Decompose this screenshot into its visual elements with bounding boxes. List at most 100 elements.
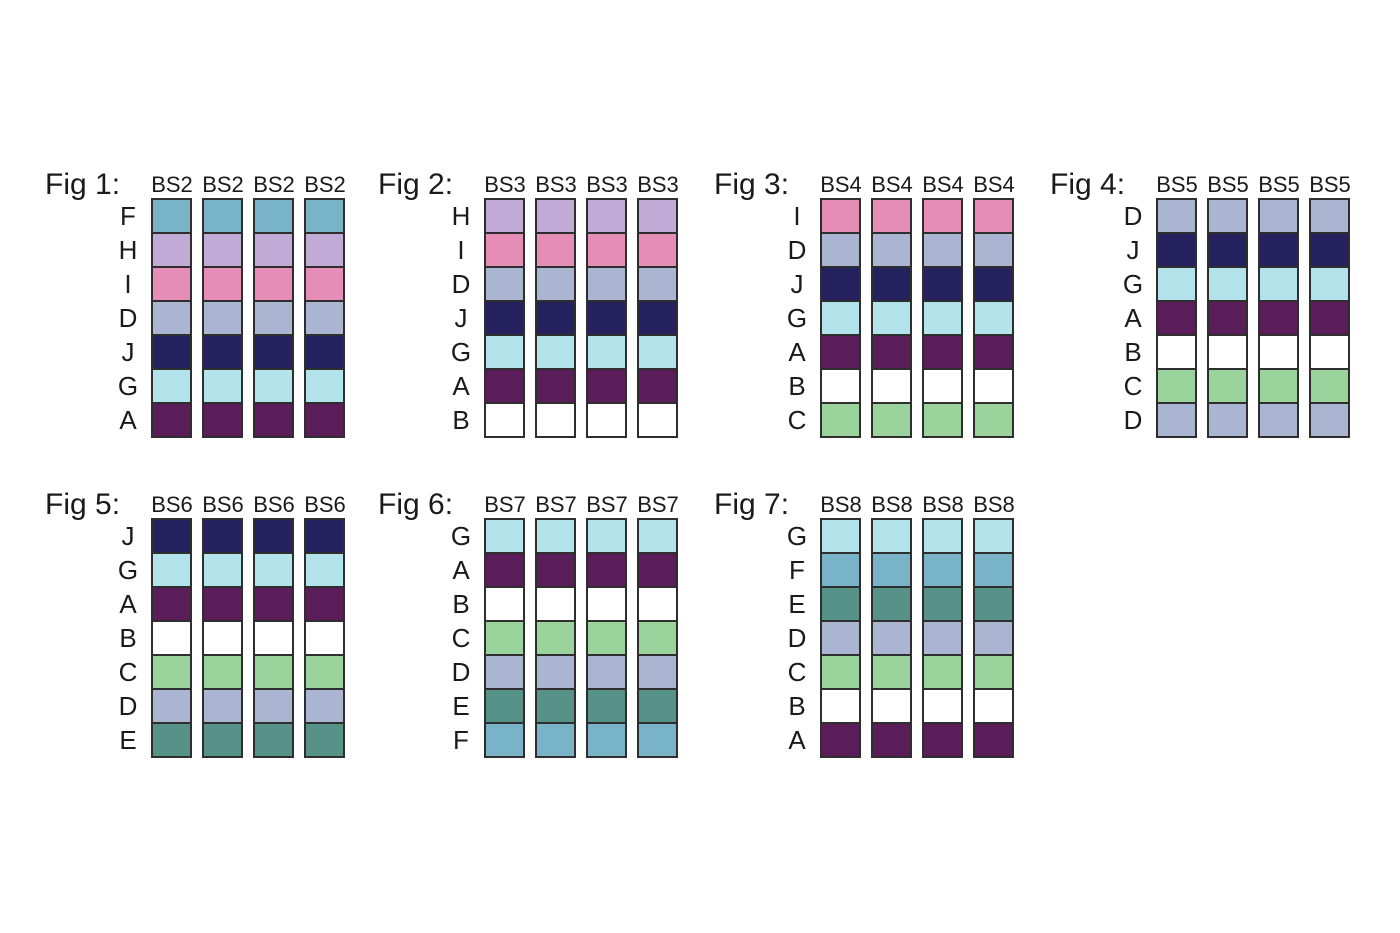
color-cell-c <box>1207 368 1248 404</box>
row-label: E <box>119 725 137 755</box>
color-cell-a <box>202 402 243 438</box>
row-label: C <box>787 657 807 687</box>
color-cell-a <box>973 334 1014 370</box>
color-cell-j <box>253 518 294 554</box>
color-cell-b <box>1207 334 1248 370</box>
color-cell-d <box>586 654 627 690</box>
figure-title: Fig 5: <box>45 488 121 521</box>
color-cell-h <box>535 198 576 234</box>
color-cell-a <box>484 368 525 404</box>
color-cell-g <box>973 300 1014 336</box>
color-cell-c <box>922 402 963 438</box>
color-cell-a <box>820 334 861 370</box>
color-cell-b <box>535 586 576 622</box>
color-cell-c <box>202 654 243 690</box>
color-cell-e <box>637 688 678 724</box>
color-cell-a <box>871 334 912 370</box>
color-cell-c <box>484 620 525 656</box>
column-header: BS7 <box>586 492 628 517</box>
color-cell-d <box>202 688 243 724</box>
color-cell-a <box>871 722 912 758</box>
color-cell-d <box>1156 402 1197 438</box>
row-label: J <box>1126 235 1140 265</box>
color-cell-g <box>1156 266 1197 302</box>
row-label: G <box>786 303 808 333</box>
row-label: C <box>451 623 471 653</box>
color-cell-i <box>484 232 525 268</box>
color-cell-a <box>973 722 1014 758</box>
color-cell-f <box>922 552 963 588</box>
color-cell-a <box>304 402 345 438</box>
row-label: G <box>786 521 808 551</box>
color-cell-b <box>484 402 525 438</box>
color-cell-i <box>304 266 345 302</box>
color-cell-b <box>973 368 1014 404</box>
color-cell-j <box>535 300 576 336</box>
color-cell-g <box>871 518 912 554</box>
color-cell-i <box>586 232 627 268</box>
color-cell-g <box>637 518 678 554</box>
row-label: F <box>453 725 469 755</box>
color-cell-f <box>637 722 678 758</box>
color-cell-b <box>304 620 345 656</box>
column-header: BS4 <box>871 172 913 197</box>
color-cell-j <box>586 300 627 336</box>
color-cell-c <box>820 402 861 438</box>
column-header: BS5 <box>1156 172 1198 197</box>
color-cell-d <box>871 232 912 268</box>
color-cell-i <box>253 266 294 302</box>
row-label: A <box>1124 303 1142 333</box>
row-label: D <box>451 657 471 687</box>
color-cell-b <box>637 402 678 438</box>
color-cell-d <box>1156 198 1197 234</box>
row-label: D <box>1123 405 1143 435</box>
column-header: BS6 <box>304 492 346 517</box>
color-cell-c <box>973 402 1014 438</box>
color-cell-b <box>202 620 243 656</box>
color-cell-a <box>151 586 192 622</box>
color-cell-b <box>871 688 912 724</box>
color-cell-a <box>535 368 576 404</box>
color-cell-j <box>820 266 861 302</box>
row-label: G <box>450 337 472 367</box>
color-cell-c <box>304 654 345 690</box>
color-cell-d <box>1207 402 1248 438</box>
color-cell-i <box>151 266 192 302</box>
row-label: G <box>450 521 472 551</box>
color-cell-a <box>304 586 345 622</box>
color-cell-h <box>637 198 678 234</box>
color-cell-d <box>253 688 294 724</box>
column-header: BS6 <box>253 492 295 517</box>
color-cell-j <box>484 300 525 336</box>
color-cell-d <box>973 620 1014 656</box>
column-header: BS4 <box>973 172 1015 197</box>
color-cell-a <box>586 368 627 404</box>
color-cell-a <box>637 552 678 588</box>
color-cell-g <box>922 518 963 554</box>
row-label: E <box>788 589 806 619</box>
color-cell-g <box>973 518 1014 554</box>
color-cell-d <box>202 300 243 336</box>
figure-title: Fig 6: <box>378 488 454 521</box>
row-label: I <box>793 201 801 231</box>
color-cell-d <box>820 232 861 268</box>
color-cell-d <box>151 300 192 336</box>
row-label: H <box>118 235 138 265</box>
column-header: BS8 <box>973 492 1015 517</box>
column-header: BS2 <box>151 172 193 197</box>
color-cell-b <box>871 368 912 404</box>
color-cell-c <box>922 654 963 690</box>
row-label: A <box>452 371 470 401</box>
color-cell-d <box>922 232 963 268</box>
color-cell-g <box>535 518 576 554</box>
color-cell-b <box>1258 334 1299 370</box>
color-cell-f <box>304 198 345 234</box>
column-header: BS7 <box>484 492 526 517</box>
figure-title: Fig 3: <box>714 168 790 201</box>
column-header: BS8 <box>922 492 964 517</box>
row-label: A <box>452 555 470 585</box>
color-cell-e <box>820 586 861 622</box>
color-cell-d <box>535 654 576 690</box>
figure-title: Fig 4: <box>1050 168 1126 201</box>
column-header: BS8 <box>820 492 862 517</box>
